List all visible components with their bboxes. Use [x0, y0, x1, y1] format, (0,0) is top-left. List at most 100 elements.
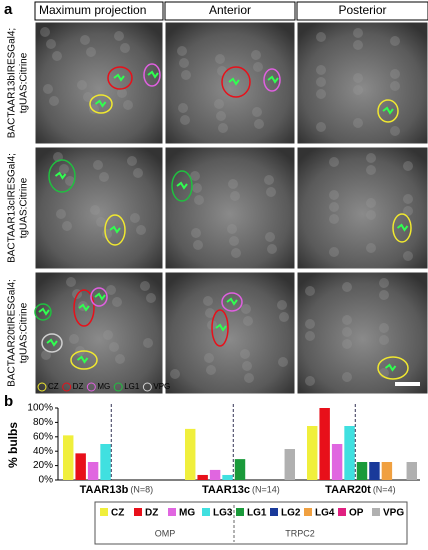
- cell-texture: [62, 221, 72, 231]
- y-tick-label: 60%: [33, 431, 53, 442]
- cell-texture: [353, 118, 363, 128]
- legend-group: OMP: [155, 528, 176, 538]
- legend-label: CZ: [48, 382, 59, 391]
- cell-texture: [229, 236, 239, 246]
- bar: [284, 449, 295, 480]
- x-tick-note: (N=14): [252, 484, 280, 494]
- cell-texture: [264, 175, 274, 185]
- cell-texture: [86, 47, 96, 57]
- legend-swatch: [338, 508, 346, 516]
- region-outline: [221, 66, 251, 98]
- column-header-box: [164, 1, 296, 21]
- cell-texture: [114, 31, 124, 41]
- cell-texture: [133, 168, 143, 178]
- cell-texture: [66, 277, 76, 287]
- legend-swatch: [142, 382, 152, 392]
- cell-texture: [353, 85, 363, 95]
- micrograph: [34, 146, 164, 270]
- cell-texture: [216, 111, 226, 121]
- cell-texture: [366, 243, 376, 253]
- bar: [185, 428, 196, 480]
- cell-texture: [242, 361, 252, 371]
- cell-texture: [41, 350, 51, 360]
- panel-label: b: [4, 393, 13, 410]
- region-outline: [211, 309, 229, 347]
- cell-texture: [316, 122, 326, 132]
- micrograph: [164, 271, 296, 395]
- cell-texture: [205, 308, 215, 318]
- cell-texture: [366, 165, 376, 175]
- cell-texture: [123, 100, 133, 110]
- micrograph: [34, 271, 164, 395]
- fluorescence: [382, 106, 394, 115]
- region-outline: [377, 356, 409, 380]
- cell-texture: [390, 81, 400, 91]
- legend-label: LG1: [247, 508, 267, 519]
- micrograph: [296, 146, 428, 270]
- legend-group: TRPC2: [285, 528, 315, 538]
- micrograph: [296, 271, 428, 395]
- cell-texture: [342, 315, 352, 325]
- legend-swatch: [37, 382, 47, 392]
- region-outline: [221, 292, 243, 312]
- legend-label: LG3: [213, 508, 233, 519]
- cell-texture: [316, 89, 326, 99]
- cell-texture: [194, 195, 204, 205]
- cell-texture: [403, 194, 413, 204]
- cell-texture: [305, 286, 315, 296]
- legend-swatch: [113, 382, 123, 392]
- cell-texture: [329, 190, 339, 200]
- cell-texture: [390, 36, 400, 46]
- cell-texture: [193, 240, 203, 250]
- cell-texture: [329, 202, 339, 212]
- fluorescence: [78, 303, 90, 312]
- legend-label: OP: [349, 508, 364, 519]
- cell-texture: [120, 43, 130, 53]
- region-outline: [377, 99, 399, 123]
- cell-texture: [93, 160, 103, 170]
- cell-texture: [243, 316, 253, 326]
- fluorescence: [226, 297, 238, 306]
- legend-swatch: [134, 508, 142, 516]
- x-tick-note: (N=4): [373, 484, 396, 494]
- cell-texture: [218, 123, 228, 133]
- cell-texture: [231, 248, 241, 258]
- column-header: Maximum projection: [39, 3, 146, 17]
- legend-label: VPG: [153, 382, 170, 391]
- bar: [75, 453, 86, 480]
- y-tick-label: 40%: [33, 446, 53, 457]
- cell-texture: [277, 300, 287, 310]
- cell-texture: [130, 213, 140, 223]
- fluorescence: [384, 363, 397, 372]
- cell-texture: [390, 69, 400, 79]
- bar: [87, 462, 99, 480]
- cell-texture: [342, 372, 352, 382]
- region-outline: [70, 350, 98, 370]
- legend-swatch: [202, 508, 210, 516]
- row-label: BACTAAR13cIRESGal4;: [7, 153, 18, 263]
- bar: [356, 462, 368, 480]
- cell-texture: [254, 119, 264, 129]
- cell-texture: [40, 27, 50, 37]
- cell-texture: [266, 187, 276, 197]
- bar: [209, 469, 221, 480]
- region-outline: [34, 303, 52, 321]
- region-outline: [104, 214, 126, 246]
- cell-texture: [316, 32, 326, 42]
- column-header: Posterior: [338, 3, 386, 17]
- cell-texture: [230, 191, 240, 201]
- bar: [234, 459, 246, 480]
- cell-texture: [244, 373, 254, 383]
- bar: [406, 462, 417, 480]
- region-outline: [48, 159, 76, 193]
- cell-texture: [329, 247, 339, 257]
- fluorescence: [46, 338, 58, 347]
- cell-texture: [190, 171, 200, 181]
- cell-texture: [204, 353, 214, 363]
- cell-texture: [112, 297, 122, 307]
- legend-label: MG: [179, 508, 195, 519]
- cell-texture: [366, 153, 376, 163]
- cell-texture: [177, 46, 187, 56]
- region-outline: [90, 287, 108, 307]
- cell-texture: [117, 88, 127, 98]
